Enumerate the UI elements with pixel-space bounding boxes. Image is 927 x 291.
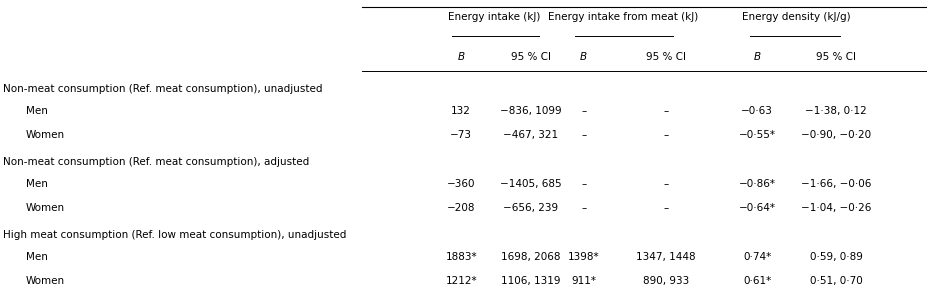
Text: 0·74*: 0·74* — [743, 252, 770, 262]
Text: –: – — [580, 130, 586, 140]
Text: 132: 132 — [451, 106, 471, 116]
Text: Men: Men — [26, 252, 48, 262]
Text: −1·38, 0·12: −1·38, 0·12 — [805, 106, 866, 116]
Text: B: B — [457, 52, 464, 62]
Text: –: – — [663, 179, 668, 189]
Text: 0·59, 0·89: 0·59, 0·89 — [809, 252, 861, 262]
Text: –: – — [580, 179, 586, 189]
Text: Energy density (kJ/g): Energy density (kJ/g) — [741, 12, 850, 22]
Text: –: – — [580, 106, 586, 116]
Text: −467, 321: −467, 321 — [502, 130, 558, 140]
Text: 1212*: 1212* — [445, 276, 476, 286]
Text: −208: −208 — [447, 203, 475, 213]
Text: 1883*: 1883* — [445, 252, 476, 262]
Text: 95 % CI: 95 % CI — [815, 52, 856, 62]
Text: −360: −360 — [447, 179, 475, 189]
Text: Women: Women — [26, 276, 65, 286]
Text: –: – — [580, 203, 586, 213]
Text: B: B — [579, 52, 587, 62]
Text: −1·66, −0·06: −1·66, −0·06 — [800, 179, 870, 189]
Text: 890, 933: 890, 933 — [642, 276, 689, 286]
Text: −0·90, −0·20: −0·90, −0·20 — [800, 130, 870, 140]
Text: Non-meat consumption (Ref. meat consumption), adjusted: Non-meat consumption (Ref. meat consumpt… — [3, 157, 309, 167]
Text: Women: Women — [26, 130, 65, 140]
Text: −0·64*: −0·64* — [738, 203, 775, 213]
Text: 1106, 1319: 1106, 1319 — [501, 276, 560, 286]
Text: 1347, 1448: 1347, 1448 — [636, 252, 695, 262]
Text: High meat consumption (Ref. low meat consumption), unadjusted: High meat consumption (Ref. low meat con… — [3, 230, 346, 240]
Text: Non-meat consumption (Ref. meat consumption), unadjusted: Non-meat consumption (Ref. meat consumpt… — [3, 84, 322, 94]
Text: −836, 1099: −836, 1099 — [500, 106, 561, 116]
Text: 0·51, 0·70: 0·51, 0·70 — [809, 276, 861, 286]
Text: −0·55*: −0·55* — [738, 130, 775, 140]
Text: 95 % CI: 95 % CI — [645, 52, 686, 62]
Text: –: – — [663, 203, 668, 213]
Text: −1·04, −0·26: −1·04, −0·26 — [800, 203, 870, 213]
Text: 0·61*: 0·61* — [743, 276, 770, 286]
Text: 1698, 2068: 1698, 2068 — [501, 252, 560, 262]
Text: B: B — [753, 52, 760, 62]
Text: −1405, 685: −1405, 685 — [500, 179, 561, 189]
Text: –: – — [663, 130, 668, 140]
Text: Energy intake from meat (kJ): Energy intake from meat (kJ) — [548, 12, 698, 22]
Text: −73: −73 — [450, 130, 472, 140]
Text: Men: Men — [26, 106, 48, 116]
Text: –: – — [663, 106, 668, 116]
Text: −0·86*: −0·86* — [738, 179, 775, 189]
Text: −0·63: −0·63 — [741, 106, 772, 116]
Text: Women: Women — [26, 203, 65, 213]
Text: Men: Men — [26, 179, 48, 189]
Text: 95 % CI: 95 % CI — [510, 52, 551, 62]
Text: 1398*: 1398* — [567, 252, 599, 262]
Text: −656, 239: −656, 239 — [502, 203, 558, 213]
Text: 911*: 911* — [571, 276, 595, 286]
Text: Energy intake (kJ): Energy intake (kJ) — [448, 12, 540, 22]
